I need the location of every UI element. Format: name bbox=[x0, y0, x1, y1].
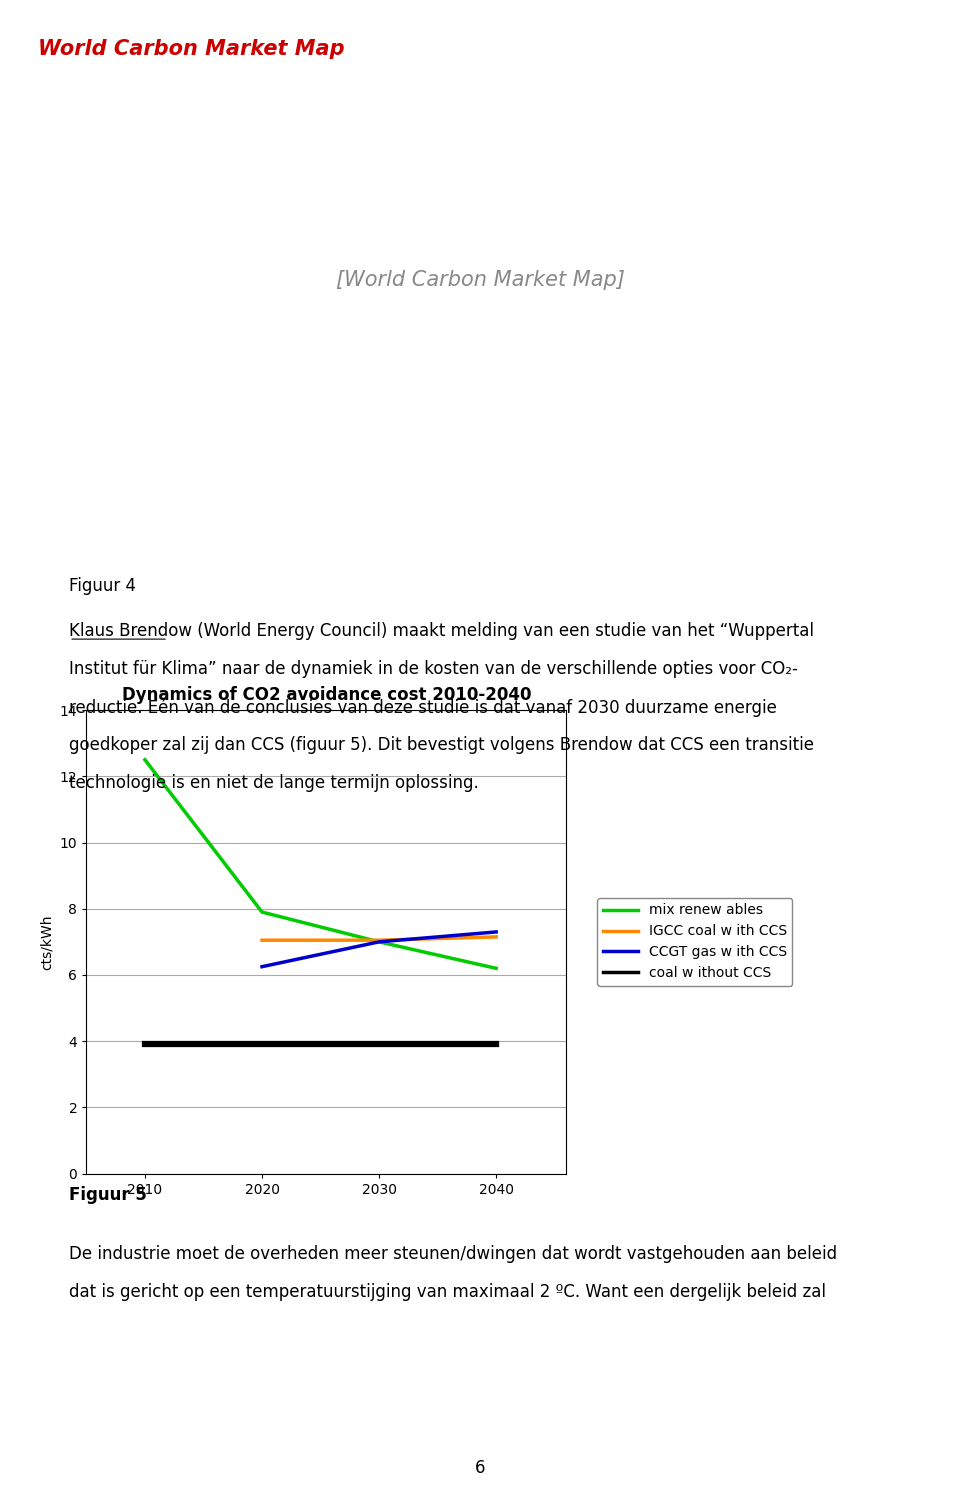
Text: World Carbon Market Map: World Carbon Market Map bbox=[38, 39, 345, 60]
Text: Figuur 5: Figuur 5 bbox=[69, 1186, 147, 1203]
Text: Figuur 4: Figuur 4 bbox=[69, 577, 136, 595]
Title: Dynamics of CO2 avoidance cost 2010-2040: Dynamics of CO2 avoidance cost 2010-2040 bbox=[122, 686, 531, 704]
Text: Klaus Brendow (World Energy Council) maakt melding van een studie van het “Wuppe: Klaus Brendow (World Energy Council) maa… bbox=[69, 622, 814, 640]
Text: dat is gericht op een temperatuurstijging van maximaal 2 ºC. Want een dergelijk : dat is gericht op een temperatuurstijgin… bbox=[69, 1283, 827, 1302]
Text: [World Carbon Market Map]: [World Carbon Market Map] bbox=[336, 271, 624, 290]
Text: De industrie moet de overheden meer steunen/dwingen dat wordt vastgehouden aan b: De industrie moet de overheden meer steu… bbox=[69, 1245, 837, 1263]
Text: 6: 6 bbox=[475, 1459, 485, 1477]
Text: technologie is en niet de lange termijn oplossing.: technologie is en niet de lange termijn … bbox=[69, 774, 479, 792]
Text: Institut für Klima” naar de dynamiek in de kosten van de verschillende opties vo: Institut für Klima” naar de dynamiek in … bbox=[69, 661, 798, 679]
Text: reductie. Eén van de conclusies van deze studie is dat vanaf 2030 duurzame energ: reductie. Eén van de conclusies van deze… bbox=[69, 698, 777, 716]
Text: goedkoper zal zij dan CCS (figuur 5). Dit bevestigt volgens Brendow dat CCS een : goedkoper zal zij dan CCS (figuur 5). Di… bbox=[69, 737, 814, 755]
Y-axis label: cts/kWh: cts/kWh bbox=[40, 913, 54, 970]
Legend: mix renew ables, IGCC coal w ith CCS, CCGT gas w ith CCS, coal w ithout CCS: mix renew ables, IGCC coal w ith CCS, CC… bbox=[597, 898, 792, 985]
